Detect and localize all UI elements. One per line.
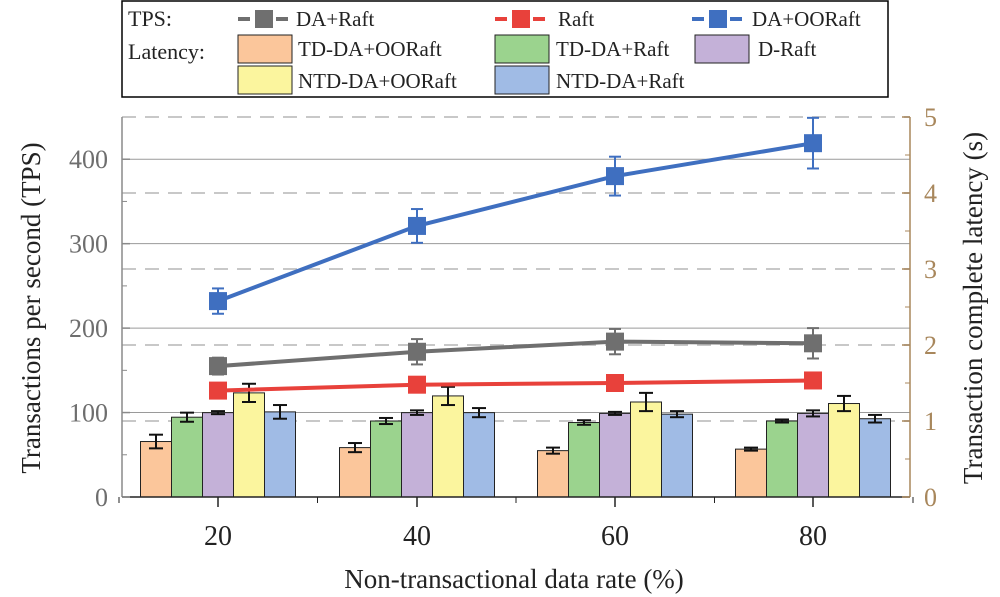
bar-td-da-raft-80 [766, 420, 798, 498]
legend-item-ntd-da-raft: NTD-DA+Raft [494, 65, 685, 95]
marker-raft-80 [804, 371, 822, 390]
y-axis-label-right: Transaction complete latency (s) [958, 132, 988, 484]
legend-item-raft: Raft [495, 7, 594, 31]
legend-swatch-ntd-da-raft [494, 65, 550, 95]
legend-item-da-ooraft: DA+OORaft [692, 7, 861, 31]
legend-label-ntd-da-ooraft: NTD-DA+OORaft [298, 69, 457, 93]
bar-d-raft-80 [797, 412, 829, 498]
legend-label-d-raft: D-Raft [758, 37, 816, 61]
bar-td-da-raft-40 [370, 420, 402, 498]
bar-td-da-raft-20 [171, 416, 203, 498]
bar-d-raft-60 [599, 412, 631, 498]
marker-raft-20 [209, 381, 227, 400]
legend-item-da-raft: DA+Raft [238, 7, 374, 31]
y-tick-label-left-2: 200 [69, 314, 108, 343]
y-tick-label-right-4: 4 [924, 179, 937, 208]
bar-td-da-raft-60 [568, 422, 600, 498]
plot-area: 0 100 200 300 400 0 1 2 3 4 5 20 40 60 80 [69, 103, 937, 552]
legend-marker-da-ooraft [709, 10, 727, 28]
marker-da-raft-40 [408, 342, 426, 361]
line-da-ooraft [217, 141, 814, 303]
bar-d-raft-20 [202, 412, 234, 498]
x-tick-label-40: 40 [403, 521, 431, 552]
legend-swatch-ntd-da-ooraft [237, 65, 293, 95]
legend-label-raft: Raft [558, 7, 594, 31]
legend-item-d-raft: D-Raft [694, 34, 816, 64]
bar-ntd-da-ooraft-40 [432, 395, 464, 498]
legend-swatch-td-da-ooraft [237, 34, 293, 64]
legend-label-td-da-raft: TD-DA+Raft [556, 37, 669, 61]
legend-label-td-da-ooraft: TD-DA+OORaft [298, 37, 442, 61]
y-tick-label-left-4: 400 [69, 145, 108, 174]
bar-td-da-ooraft-80 [735, 448, 767, 498]
marker-da-raft-20 [209, 357, 227, 376]
x-tick-label-60: 60 [601, 521, 629, 552]
bar-d-raft-40 [401, 412, 433, 498]
y-tick-label-right-3: 3 [924, 255, 937, 284]
y-tick-label-right-1: 1 [924, 407, 937, 436]
bar-ntd-da-raft-80 [859, 418, 891, 498]
legend-marker-raft [512, 10, 530, 28]
bar-ntd-da-raft-40 [463, 412, 495, 498]
bar-td-da-ooraft-60 [537, 450, 569, 498]
legend-label-da-ooraft: DA+OORaft [752, 7, 861, 31]
y-tick-label-right-2: 2 [924, 331, 937, 360]
y-tick-label-right-5: 5 [924, 103, 937, 132]
marker-da-raft-80 [804, 334, 822, 353]
y-tick-label-left-1: 100 [69, 399, 108, 428]
bar-ntd-da-ooraft-80 [828, 403, 860, 498]
y-tick-label-left-0: 0 [95, 483, 108, 512]
legend-item-ntd-da-ooraft: NTD-DA+OORaft [237, 65, 457, 95]
legend-latency-label: Latency: [128, 39, 205, 64]
marker-da-ooraft-80 [804, 134, 822, 153]
bar-ntd-da-raft-60 [661, 413, 693, 498]
x-tick-label-80: 80 [799, 521, 827, 552]
legend: TPS: Latency: DA+Raft Raft DA+OORaft TD-… [121, 0, 889, 98]
legend-tps-label: TPS: [128, 6, 172, 31]
bar-ntd-da-raft-20 [264, 411, 296, 498]
y-axis-label-left: Transactions per second (TPS) [16, 142, 46, 473]
legend-swatch-d-raft [694, 34, 750, 64]
marker-da-ooraft-60 [606, 167, 624, 186]
legend-item-td-da-raft: TD-DA+Raft [494, 34, 669, 64]
marker-da-raft-60 [606, 332, 624, 351]
bar-ntd-da-ooraft-20 [233, 392, 265, 498]
bar-ntd-da-ooraft-60 [630, 401, 662, 498]
legend-label-ntd-da-raft: NTD-DA+Raft [556, 69, 685, 93]
x-axis-label: Non-transactional data rate (%) [344, 564, 684, 594]
legend-label-da-raft: DA+Raft [296, 7, 374, 31]
x-tick-label-20: 20 [204, 521, 232, 552]
marker-raft-40 [408, 375, 426, 394]
marker-raft-60 [606, 374, 624, 392]
legend-swatch-td-da-raft [494, 34, 550, 64]
legend-item-td-da-ooraft: TD-DA+OORaft [237, 34, 442, 64]
bar-td-da-ooraft-40 [339, 447, 371, 498]
marker-da-ooraft-20 [209, 292, 227, 311]
legend-marker-da-raft [255, 10, 273, 28]
y-tick-label-right-0: 0 [924, 483, 937, 512]
y-tick-label-left-3: 300 [69, 230, 108, 259]
line-da-raft [217, 339, 814, 369]
marker-da-ooraft-40 [408, 216, 426, 235]
bar-td-da-ooraft-20 [140, 441, 172, 498]
line-raft [217, 378, 814, 393]
